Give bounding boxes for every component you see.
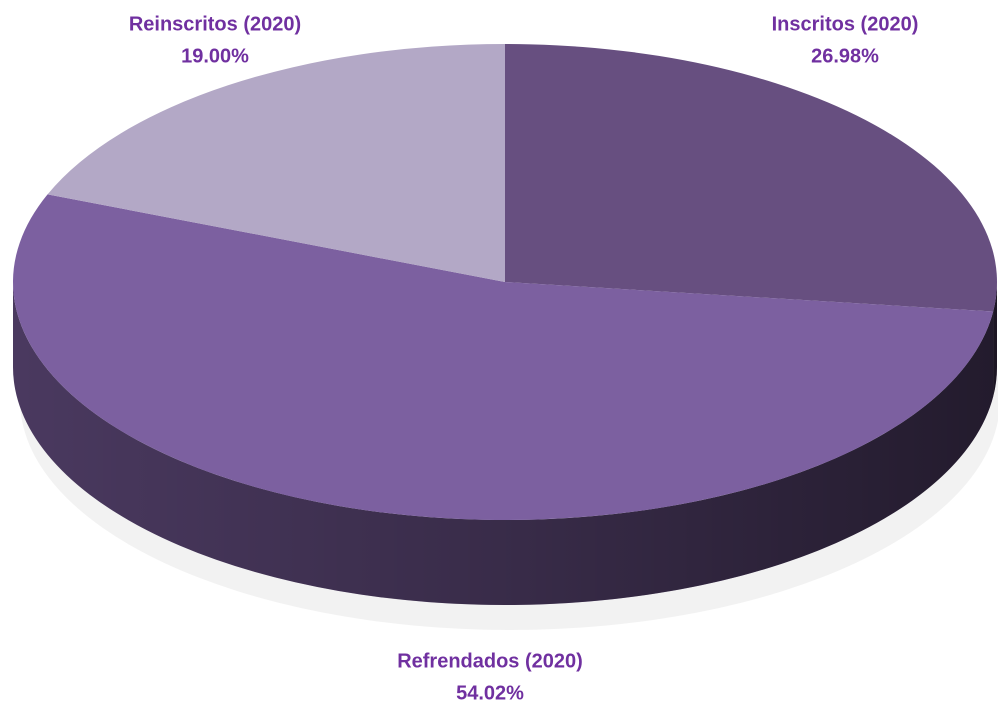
slice [12, 194, 994, 520]
slice [505, 44, 997, 312]
data-label-value: 26.98% [811, 45, 879, 67]
data-label-name: Reinscritos (2020) [129, 13, 301, 35]
data-label-name: Refrendados (2020) [397, 650, 583, 672]
data-label-value: 54.02% [456, 682, 524, 704]
side-shading [13, 282, 997, 605]
data-label-value: 19.00% [181, 45, 249, 67]
slice [47, 44, 506, 282]
data-label-name: Inscritos (2020) [772, 13, 919, 35]
